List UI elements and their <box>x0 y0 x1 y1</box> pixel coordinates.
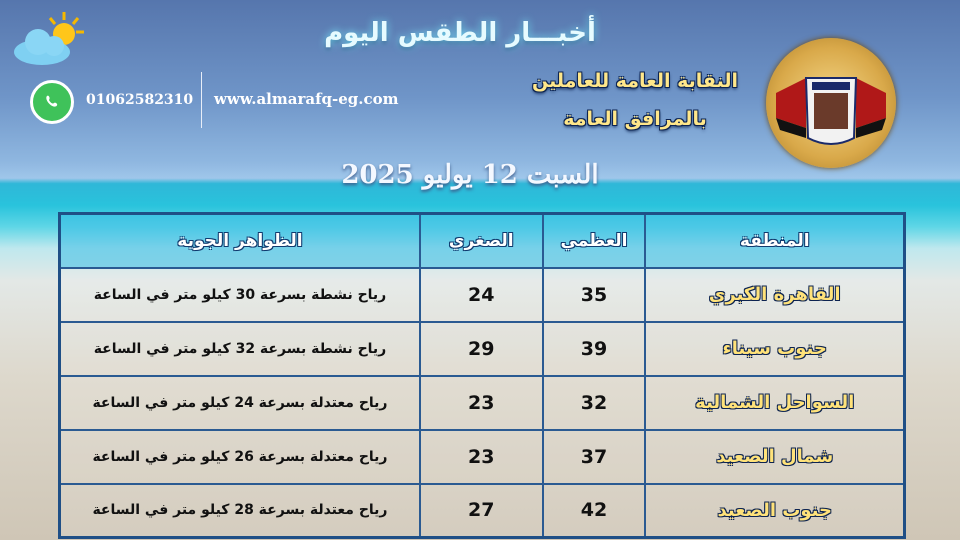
header-phenomena: الظواهر الجوية <box>58 212 421 269</box>
region-name: شمال الصعيد <box>644 428 906 485</box>
max-temp: 35 <box>541 266 647 323</box>
header-region: المنطقة <box>644 212 906 269</box>
website-link[interactable]: www.almarafq-eg.com <box>214 90 399 108</box>
max-temp: 42 <box>541 482 647 539</box>
table-row: رياح نشطة بسرعة 30 كيلو متر في الساعة 24 3… <box>58 266 906 323</box>
table-row: رياح معتدلة بسرعة 26 كيلو متر في الساعة 2… <box>58 428 906 485</box>
weather-description: رياح معتدلة بسرعة 26 كيلو متر في الساعة <box>58 428 421 485</box>
max-temp: 37 <box>541 428 647 485</box>
region-name: السواحل الشمالية <box>644 374 906 431</box>
phone-number: 01062582310 <box>86 92 194 108</box>
max-temp: 39 <box>541 320 647 377</box>
weather-description: رياح معتدلة بسرعة 24 كيلو متر في الساعة <box>58 374 421 431</box>
page-title: أخبـــار الطقس اليوم <box>324 18 596 48</box>
region-name: جنوب الصعيد <box>644 482 906 539</box>
min-temp: 23 <box>418 374 544 431</box>
table-row: رياح نشطة بسرعة 32 كيلو متر في الساعة 29 3… <box>58 320 906 377</box>
weather-table: الظواهر الجوية الصغري العظمي المنطقة ريا… <box>58 212 906 539</box>
weather-description: رياح معتدلة بسرعة 28 كيلو متر في الساعة <box>58 482 421 539</box>
min-temp: 27 <box>418 482 544 539</box>
weather-description: رياح نشطة بسرعة 30 كيلو متر في الساعة <box>58 266 421 323</box>
weather-description: رياح نشطة بسرعة 32 كيلو متر في الساعة <box>58 320 421 377</box>
header-min: الصغري <box>418 212 544 269</box>
region-name: جنوب سيناء <box>644 320 906 377</box>
min-temp: 29 <box>418 320 544 377</box>
union-name-line2: بالمرافق العامة <box>563 108 707 130</box>
date-heading: السبت 12 يوليو 2025 <box>341 160 599 190</box>
whatsapp-icon <box>30 80 74 124</box>
table-header-row: الظواهر الجوية الصغري العظمي المنطقة <box>58 212 906 269</box>
max-temp: 32 <box>541 374 647 431</box>
min-temp: 24 <box>418 266 544 323</box>
sun-cloud-icon <box>14 12 84 65</box>
table-row: رياح معتدلة بسرعة 24 كيلو متر في الساعة 2… <box>58 374 906 431</box>
union-name-line1: النقابة العامة للعاملين <box>531 70 738 92</box>
union-logo <box>766 38 896 168</box>
divider <box>201 72 202 128</box>
region-name: القاهرة الكبري <box>644 266 906 323</box>
table-row: رياح معتدلة بسرعة 28 كيلو متر في الساعة 2… <box>58 482 906 539</box>
header-max: العظمي <box>541 212 647 269</box>
min-temp: 23 <box>418 428 544 485</box>
